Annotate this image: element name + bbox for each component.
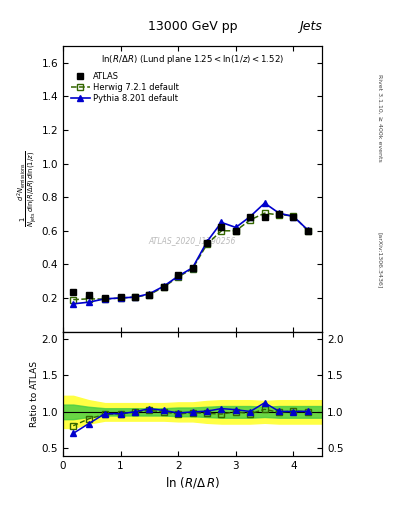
ATLAS	[291, 215, 296, 221]
Pythia 8.201 default	[205, 239, 209, 245]
ATLAS	[248, 215, 253, 221]
Herwig 7.2.1 default	[190, 266, 195, 272]
Pythia 8.201 default	[233, 224, 238, 230]
ATLAS	[71, 289, 75, 295]
X-axis label: $\ln\,(R/\Delta\,R)$: $\ln\,(R/\Delta\,R)$	[165, 475, 220, 489]
Herwig 7.2.1 default	[71, 296, 75, 303]
Herwig 7.2.1 default	[162, 284, 166, 290]
Herwig 7.2.1 default	[103, 296, 107, 302]
ATLAS	[118, 294, 123, 300]
Herwig 7.2.1 default	[132, 294, 137, 300]
Pythia 8.201 default	[190, 265, 195, 271]
Pythia 8.201 default	[219, 219, 224, 225]
Herwig 7.2.1 default	[147, 291, 152, 297]
Pythia 8.201 default	[277, 210, 281, 216]
Text: Jets: Jets	[299, 20, 322, 33]
ATLAS	[205, 240, 209, 246]
Herwig 7.2.1 default	[176, 274, 180, 280]
Pythia 8.201 default	[162, 283, 166, 289]
Legend: ATLAS, Herwig 7.2.1 default, Pythia 8.201 default: ATLAS, Herwig 7.2.1 default, Pythia 8.20…	[70, 70, 180, 105]
Herwig 7.2.1 default	[233, 228, 238, 234]
Line: Herwig 7.2.1 default: Herwig 7.2.1 default	[70, 210, 311, 303]
Pythia 8.201 default	[291, 214, 296, 220]
Pythia 8.201 default	[118, 295, 123, 301]
Text: ATLAS_2020_I1790256: ATLAS_2020_I1790256	[149, 236, 236, 245]
Herwig 7.2.1 default	[277, 212, 281, 218]
ATLAS	[190, 265, 195, 271]
ATLAS	[147, 292, 152, 298]
ATLAS	[233, 228, 238, 234]
ATLAS	[103, 295, 107, 301]
Text: $\ln(R/\Delta R)$ (Lund plane $1.25<\ln(1/z)<1.52$): $\ln(R/\Delta R)$ (Lund plane $1.25<\ln(…	[101, 53, 284, 66]
ATLAS	[262, 215, 267, 221]
Line: Pythia 8.201 default: Pythia 8.201 default	[70, 200, 311, 307]
Herwig 7.2.1 default	[86, 296, 91, 302]
Herwig 7.2.1 default	[248, 217, 253, 223]
Herwig 7.2.1 default	[305, 228, 310, 234]
ATLAS	[132, 294, 137, 300]
Herwig 7.2.1 default	[205, 241, 209, 247]
Herwig 7.2.1 default	[219, 228, 224, 234]
Pythia 8.201 default	[262, 200, 267, 206]
Pythia 8.201 default	[147, 291, 152, 297]
Herwig 7.2.1 default	[118, 295, 123, 301]
Herwig 7.2.1 default	[262, 210, 267, 216]
Text: 13000 GeV pp: 13000 GeV pp	[148, 20, 237, 33]
Pythia 8.201 default	[103, 296, 107, 302]
Text: Rivet 3.1.10, ≥ 400k events: Rivet 3.1.10, ≥ 400k events	[377, 74, 382, 161]
Pythia 8.201 default	[86, 299, 91, 305]
Pythia 8.201 default	[248, 214, 253, 220]
Y-axis label: $\frac{1}{N_\mathrm{jets}}\frac{d^2 N_\mathrm{emissions}}{d\ln(R/\Delta R)\,d\ln: $\frac{1}{N_\mathrm{jets}}\frac{d^2 N_\m…	[15, 151, 39, 227]
Pythia 8.201 default	[132, 294, 137, 300]
ATLAS	[86, 292, 91, 298]
Pythia 8.201 default	[71, 301, 75, 307]
Pythia 8.201 default	[305, 227, 310, 233]
Line: ATLAS: ATLAS	[70, 211, 311, 301]
Text: [arXiv:1306.3436]: [arXiv:1306.3436]	[377, 232, 382, 288]
ATLAS	[162, 284, 166, 290]
ATLAS	[176, 272, 180, 279]
ATLAS	[219, 224, 224, 230]
ATLAS	[305, 228, 310, 234]
Herwig 7.2.1 default	[291, 212, 296, 219]
ATLAS	[277, 211, 281, 217]
Y-axis label: Ratio to ATLAS: Ratio to ATLAS	[29, 360, 39, 426]
Pythia 8.201 default	[176, 273, 180, 279]
